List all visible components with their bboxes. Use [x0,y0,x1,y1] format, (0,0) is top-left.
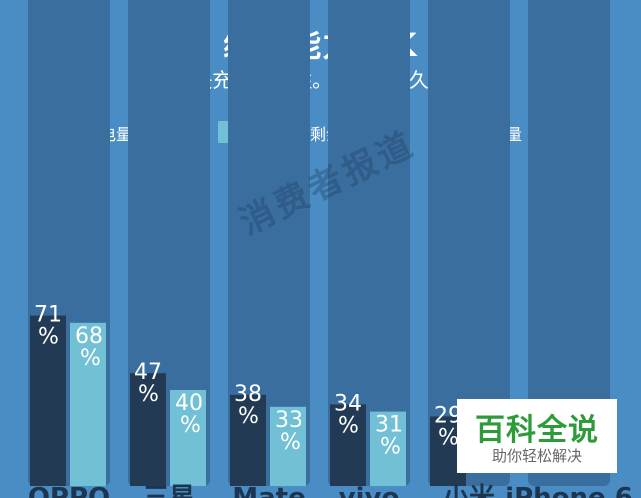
remain-bar [170,390,206,486]
remain-label-number: 33 [275,408,303,433]
remain-label-number: 40 [175,391,203,416]
capacity-bar [428,0,510,486]
charge-label-percent: % [38,325,59,350]
category-label: iPhone 6 [505,483,633,498]
charge-label-percent: % [238,404,259,429]
badge-title: 百科全说 [475,413,599,448]
charge-bar [30,315,66,486]
remain-label-percent: % [380,435,401,460]
remain-label: 40% [175,391,203,438]
capacity-bar [228,0,310,486]
category-label: vivo [339,483,400,498]
charge-label: 34% [334,391,362,438]
remain-label-number: 68 [75,324,103,349]
charge-bar [130,373,166,486]
charge-bar [330,404,366,486]
remain-label: 68% [75,324,103,371]
charge-label-number: 47 [134,360,162,385]
charge-label-percent: % [438,425,459,450]
charge-label: 47% [134,360,162,407]
brand-badge: 百科全说 助你轻松解决 [457,399,617,473]
charge-label-number: 34 [334,391,362,416]
category-label: 三星 [143,483,195,498]
remain-bar [270,406,306,486]
capacity-bar [328,0,410,486]
charge-label-number: 38 [234,382,262,407]
capacity-bar [128,0,210,486]
remain-bar [370,411,406,486]
capacity-bar [528,0,610,486]
charge-label: 38% [234,382,262,429]
category-label: OPPO [28,483,110,498]
badge-caption: 助你轻松解决 [491,447,582,465]
remain-label-percent: % [280,430,301,455]
remain-bar [70,322,106,486]
charge-label-percent: % [138,382,159,407]
remain-label-number: 31 [375,413,403,438]
remain-label-percent: % [80,346,101,371]
charge-label: 71% [34,303,62,350]
remain-label: 33% [275,408,303,455]
category-label: Mate [232,483,305,498]
remain-label-percent: % [180,413,201,438]
charge-label-percent: % [338,413,359,438]
charge-label-number: 71 [34,303,62,328]
charge-bar [230,394,266,486]
remain-label: 31% [375,413,403,460]
category-label: 小米 [443,483,495,498]
